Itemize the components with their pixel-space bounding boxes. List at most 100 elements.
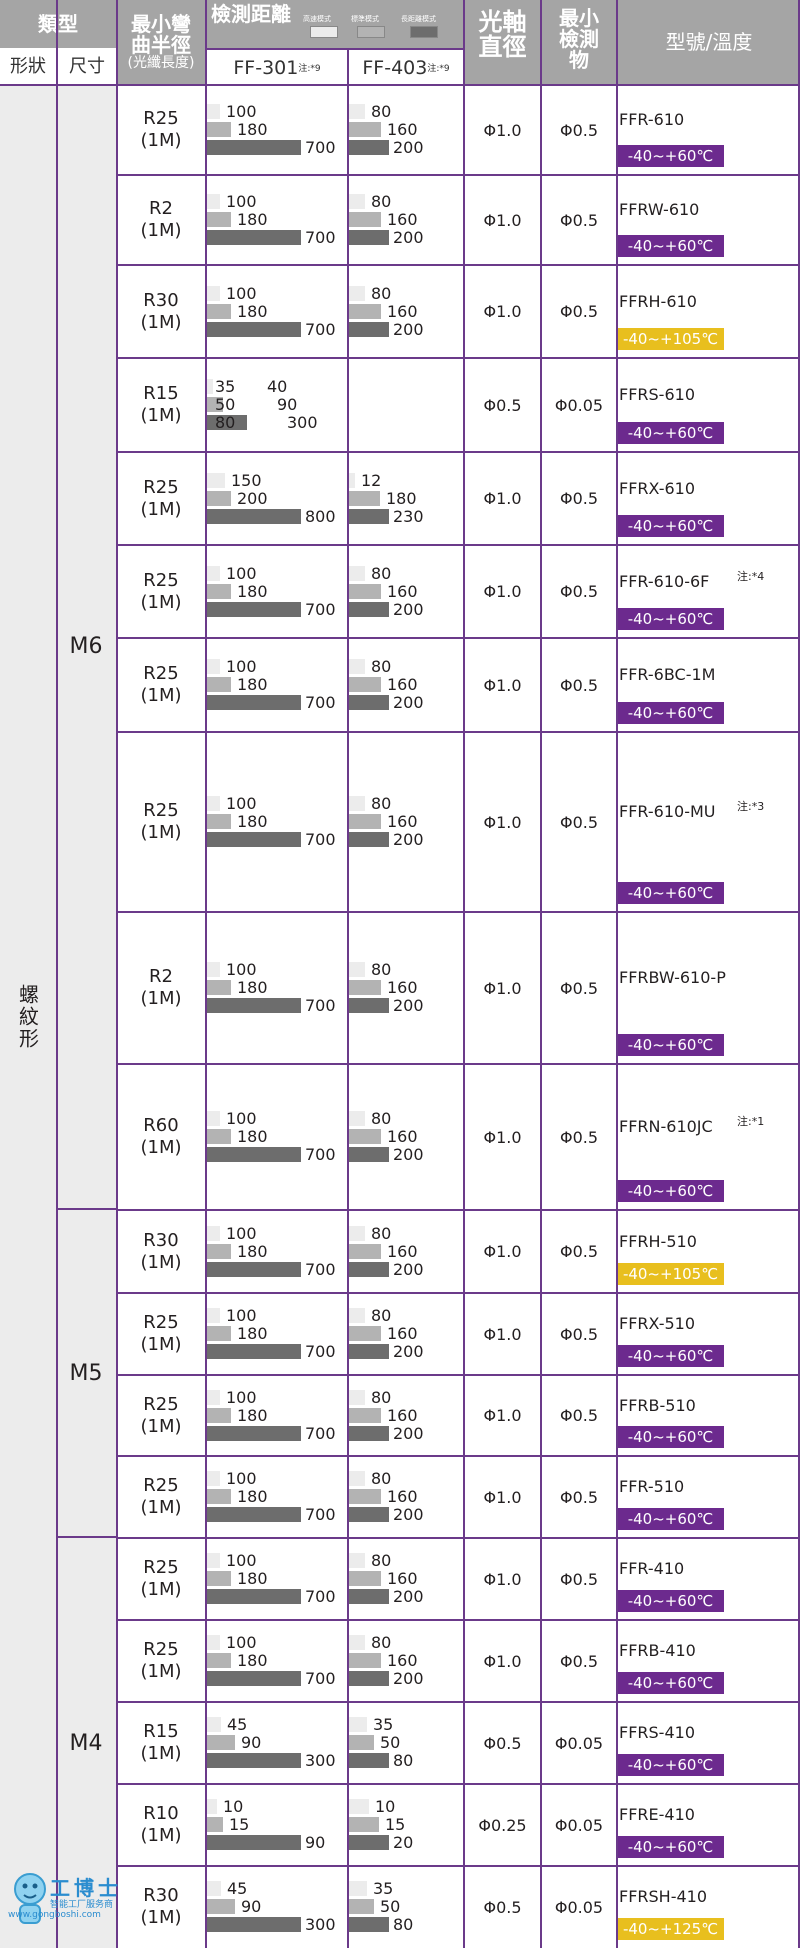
temperature-range: -40~+60℃ xyxy=(617,145,724,167)
ff301-bar xyxy=(207,1817,223,1832)
ff403-bar xyxy=(349,122,381,137)
ff403-bar xyxy=(349,1571,381,1586)
bend-radius-cell: R25 (1M) xyxy=(117,1293,205,1375)
ff301-bar xyxy=(207,1407,231,1423)
ff403-value: 160 xyxy=(387,1405,418,1425)
ff403-bar xyxy=(349,508,389,524)
temperature-range: -40~+60℃ xyxy=(617,235,724,257)
ff403-bar xyxy=(349,1799,369,1814)
header-detect-distance-label: 檢測距離 xyxy=(211,2,291,26)
ff403-value: 200 xyxy=(393,830,424,849)
row-divider xyxy=(116,911,800,913)
ff301-value: 180 xyxy=(237,812,268,831)
ff301-value: 180 xyxy=(237,1651,268,1670)
ff301-bar xyxy=(207,1308,220,1323)
ff301-bar xyxy=(207,962,220,977)
ff301-value: 100 xyxy=(226,1306,257,1325)
min-detectable-object: Φ0.5 xyxy=(559,489,599,508)
bend-radius-cell: R25 (1M) xyxy=(117,545,205,638)
fiber-length: (1M) xyxy=(140,498,182,520)
row-divider xyxy=(116,174,800,176)
ff403-value: 160 xyxy=(387,210,418,229)
bend-radius: R25 xyxy=(143,1475,179,1496)
ff403-value: 160 xyxy=(387,581,418,601)
ff403-bar xyxy=(349,601,389,617)
bend-radius-cell: R2 (1M) xyxy=(117,175,205,265)
header-ff301-label: FF-301 xyxy=(233,56,299,79)
bend-radius-cell: R25 (1M) xyxy=(117,1375,205,1456)
ff301-value: 180 xyxy=(237,210,268,229)
ff403-bar xyxy=(349,194,365,209)
fiber-length: (1M) xyxy=(140,1907,182,1928)
ff403-value: 160 xyxy=(387,120,418,139)
ff301-bar xyxy=(207,796,220,811)
temperature-range: -40~+60℃ xyxy=(617,1426,724,1448)
ff403-value: 200 xyxy=(393,228,424,247)
optical-axis-diameter: Φ1.0 xyxy=(483,1651,522,1671)
min-detectable-object: Φ0.05 xyxy=(554,1897,604,1917)
logo-tagline: 智能工厂服务商 xyxy=(50,1900,114,1910)
fiber-length: (1M) xyxy=(140,1497,182,1518)
temperature-range: -40~+60℃ xyxy=(617,1590,724,1612)
fiber-length: (1M) xyxy=(140,1743,182,1764)
ff301-value: 90 xyxy=(305,1833,326,1852)
fiber-length: (1M) xyxy=(140,1661,182,1682)
ff301-value: 100 xyxy=(226,192,257,211)
ff301-bar xyxy=(207,379,213,394)
ff301-value: 200 xyxy=(237,488,268,508)
temperature-range: -40~+60℃ xyxy=(617,1180,724,1202)
temperature-range: -40~+60℃ xyxy=(617,515,724,537)
temperature-range: -40~+105℃ xyxy=(617,1263,724,1285)
ff301-value: 50 xyxy=(215,395,236,414)
ff403-bar xyxy=(349,1817,379,1832)
ff301-value: 10 xyxy=(223,1797,244,1816)
row-divider xyxy=(116,264,800,266)
fiber-length: (1M) xyxy=(140,988,182,1009)
grid-line xyxy=(205,0,207,1948)
ff403-value: 80 xyxy=(371,1469,392,1488)
bend-radius-cell: R25 (1M) xyxy=(117,732,205,912)
gongboshi-logo xyxy=(14,1873,46,1924)
ff403-value: 200 xyxy=(393,693,424,712)
ff403-bar xyxy=(349,962,365,977)
model-number: FFRH-510 xyxy=(619,1231,697,1251)
ff301-bar xyxy=(207,1653,231,1668)
header-ff301-note: 注:*9 xyxy=(298,64,321,74)
ff403-bar xyxy=(349,659,365,674)
ff403-bar xyxy=(349,814,381,829)
model-number: FFRX-610 xyxy=(619,478,695,498)
ff301-bar xyxy=(207,1671,301,1686)
bend-radius: R25 xyxy=(143,1557,179,1578)
ff301-bar xyxy=(207,583,231,599)
ff301-bar xyxy=(207,472,225,488)
grid-line xyxy=(205,48,463,50)
ff301-bar xyxy=(207,601,301,617)
fiber-length: (1M) xyxy=(140,1415,182,1437)
ff403-value: 200 xyxy=(393,1342,424,1361)
bend-radius: R30 xyxy=(143,1885,179,1906)
ff403-value: 15 xyxy=(385,1815,406,1834)
ff301-value: 100 xyxy=(226,1469,257,1488)
row-divider xyxy=(116,1537,800,1539)
ff301-value: 800 xyxy=(305,506,336,526)
ff403-bar xyxy=(349,583,381,599)
min-detectable-object: Φ0.5 xyxy=(559,302,599,321)
shape-cell: 螺紋形 xyxy=(0,85,56,1948)
ff403-value: 160 xyxy=(387,978,418,997)
grid-line xyxy=(540,0,542,1948)
bend-radius: R10 xyxy=(143,1803,179,1824)
ff301-value: 100 xyxy=(226,283,257,303)
ff301-value: 35 xyxy=(215,377,236,396)
ff301-bar xyxy=(207,1471,220,1486)
ff301-value: 180 xyxy=(237,120,268,139)
fiber-length: (1M) xyxy=(140,822,182,843)
legend-long-swatch xyxy=(410,26,438,38)
ff403-bar xyxy=(349,1589,389,1604)
min-detectable-object: Φ0.5 xyxy=(559,1324,599,1344)
optical-axis-diameter: Φ1.0 xyxy=(483,675,522,695)
ff403-value: 230 xyxy=(393,506,424,526)
ff301-value: 700 xyxy=(305,693,336,712)
row-divider xyxy=(116,1292,800,1294)
ff403-value: 35 xyxy=(373,1879,394,1898)
ff301-bar xyxy=(207,1507,301,1522)
